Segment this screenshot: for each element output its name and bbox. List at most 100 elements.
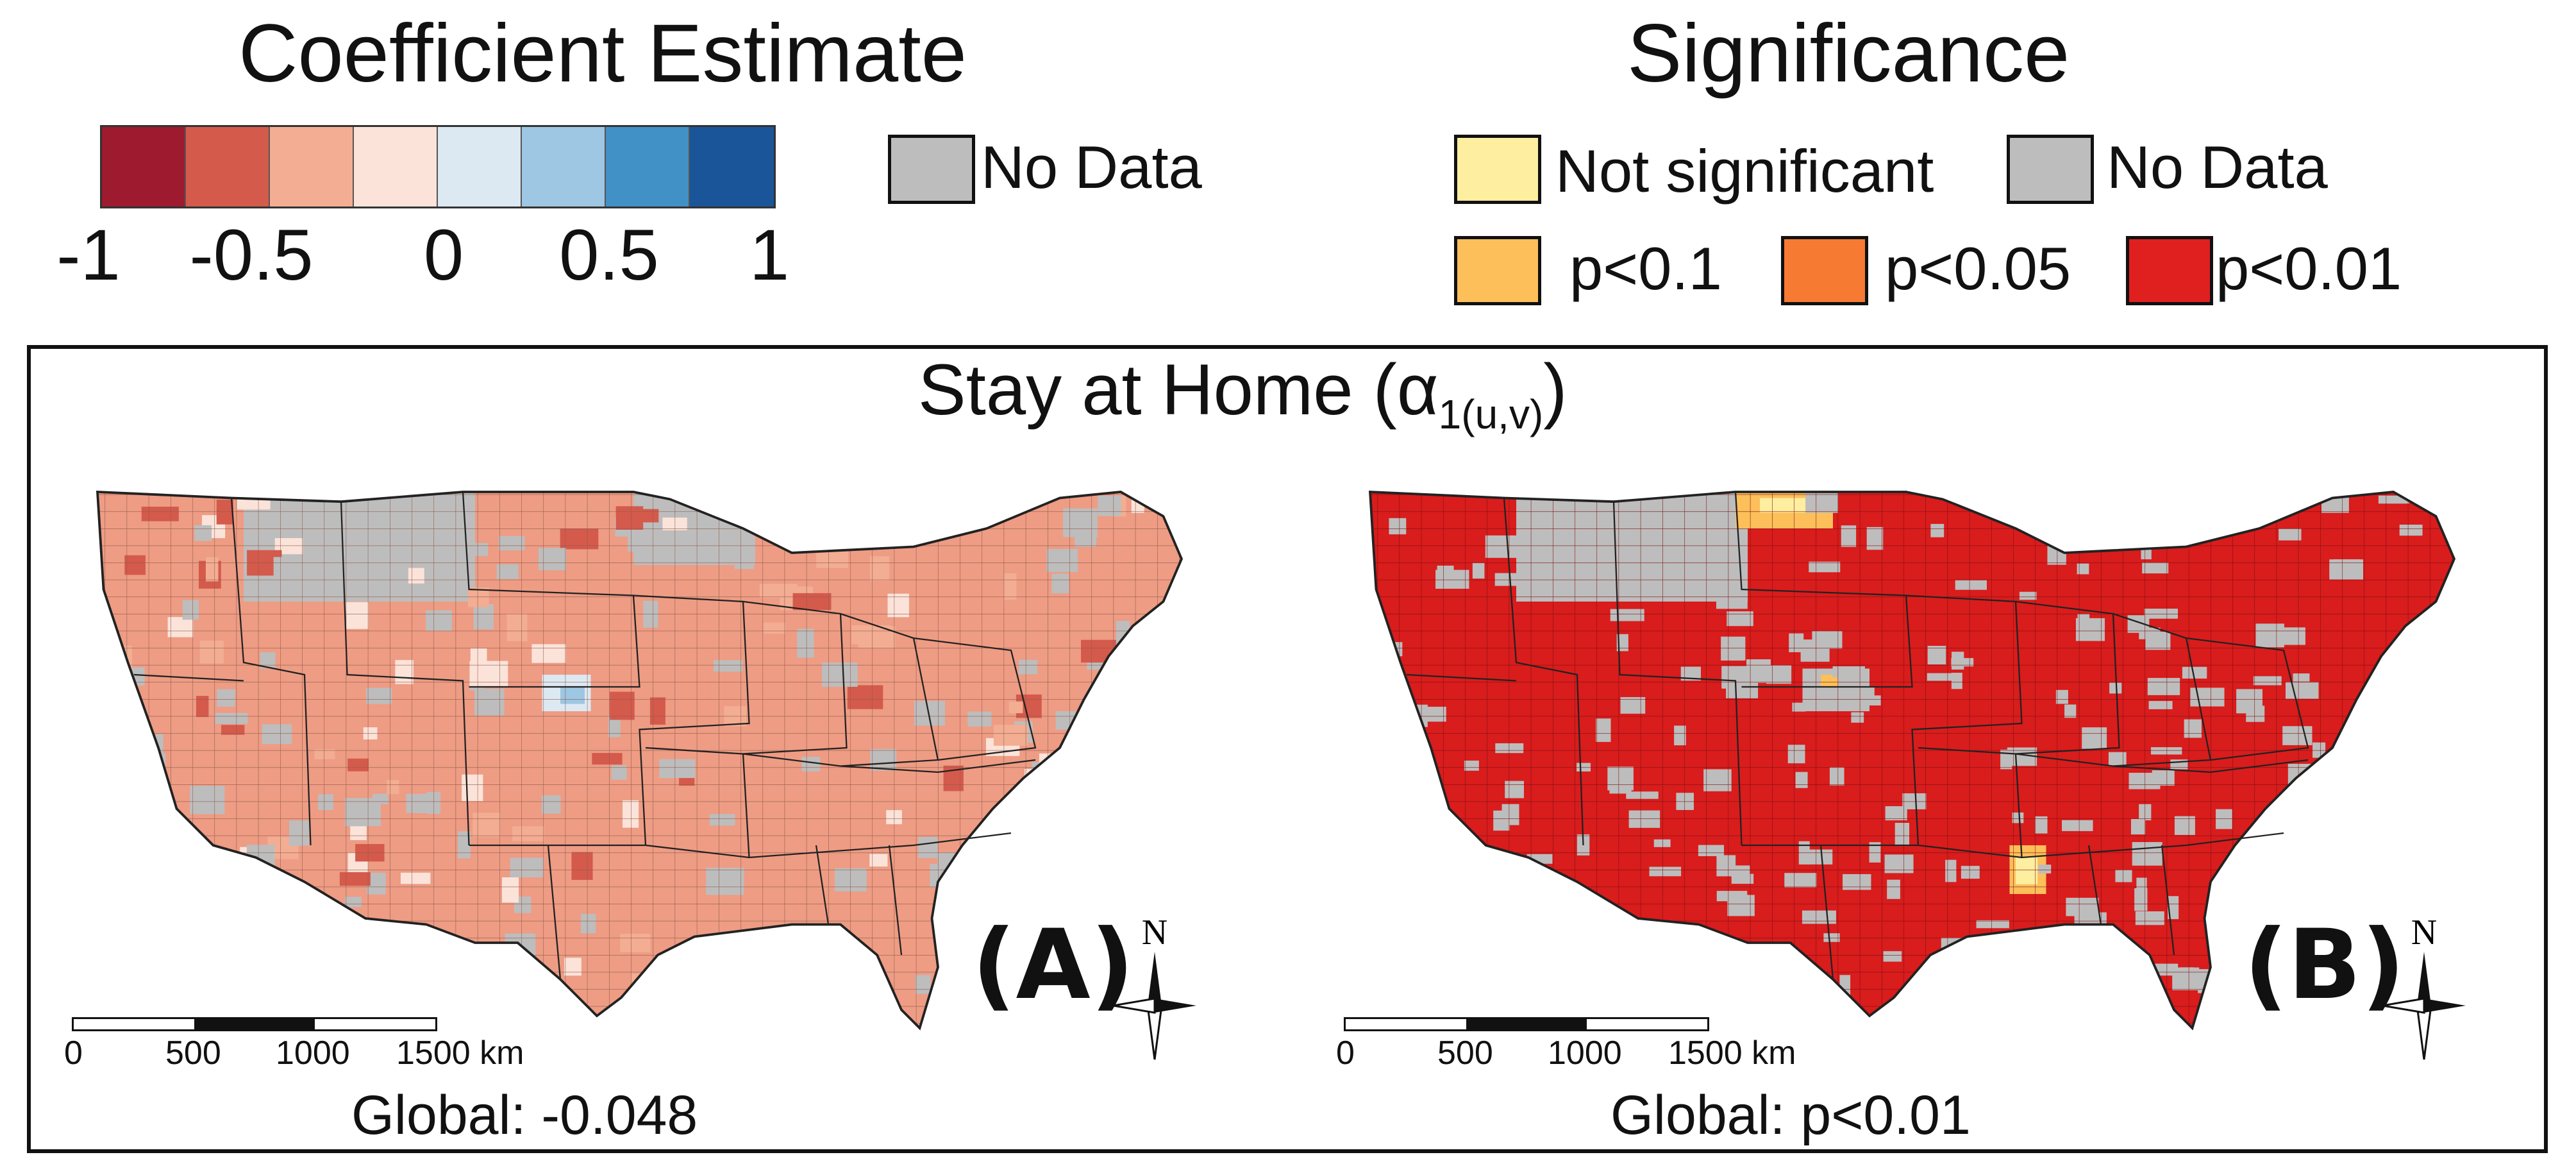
county-patch	[1045, 757, 1085, 780]
county-patch	[1453, 918, 1474, 932]
county-patch	[783, 528, 796, 550]
us-outline	[1368, 491, 2456, 1031]
county-patch	[1098, 881, 1135, 896]
county-patch	[1661, 929, 1693, 947]
p-0.1-swatch	[1454, 236, 1541, 305]
north-arrow-b: N	[2382, 913, 2466, 1063]
scale-bar-b	[1344, 1017, 1709, 1031]
figure-title-main: Stay at Home (α	[918, 350, 1439, 430]
scale-label: 1500 km	[1668, 1034, 1796, 1072]
county-patch	[2139, 493, 2167, 514]
county-patch	[1021, 819, 1043, 844]
county-patch	[964, 856, 995, 878]
significance-legend-title: Significance	[1627, 8, 2070, 99]
county-patch	[408, 955, 441, 967]
county-patch	[1553, 900, 1571, 918]
figure-title-end: )	[1543, 350, 1568, 430]
county-patch	[2393, 775, 2412, 788]
county-patch	[835, 960, 864, 977]
panel-a-global-caption: Global: -0.048	[351, 1084, 698, 1146]
no-data-label: No Data	[981, 133, 1202, 201]
county-patch	[724, 505, 753, 518]
county-patch	[1123, 714, 1159, 736]
figure-title: Stay at Home (α1(u,v))	[918, 354, 1568, 435]
map-frame	[27, 345, 2548, 1153]
ramp-swatch	[270, 127, 354, 207]
county-patch	[1485, 852, 1512, 861]
county-patch	[1961, 979, 1975, 1002]
county-patch	[157, 865, 183, 881]
ramp-swatch	[690, 127, 774, 207]
ramp-tick-label: -1	[56, 215, 121, 295]
county-patch	[2318, 836, 2339, 861]
county-patch	[2137, 957, 2150, 970]
county-patch	[2353, 784, 2369, 805]
sig-no-data-swatch	[2007, 135, 2094, 204]
county-patch	[2402, 797, 2423, 810]
north-letter: N	[2411, 916, 2437, 952]
county-patch	[2303, 881, 2316, 894]
ramp-tick-label: -0.5	[189, 215, 314, 295]
us-outline	[96, 491, 1183, 1031]
county-patch	[211, 872, 248, 890]
county-patch	[1110, 795, 1130, 810]
county-patch	[1415, 782, 1436, 791]
county-patch	[2327, 803, 2341, 822]
figure-title-subscript: 1(u,v)	[1438, 391, 1544, 437]
county-patch	[2083, 511, 2114, 524]
p-0.05-label: p<0.05	[1885, 235, 2071, 302]
map-panel-a	[96, 491, 1183, 1031]
county-patch	[1077, 882, 1101, 895]
county-patch	[1124, 700, 1162, 722]
scale-label: 1000	[1548, 1034, 1622, 1072]
state-borders	[133, 491, 1037, 980]
county-patch	[1405, 934, 1421, 955]
scale-bar-a	[72, 1017, 437, 1031]
county-patch	[171, 853, 196, 874]
county-patch	[1012, 843, 1026, 861]
ramp-swatch	[438, 127, 522, 207]
county-patch	[2295, 890, 2325, 911]
ramp-swatch	[102, 127, 186, 207]
no-data-swatch	[888, 135, 975, 204]
state-borders	[1406, 491, 2309, 980]
county-patch	[237, 878, 274, 894]
scale-label: 500	[1437, 1034, 1493, 1072]
county-patch	[1505, 924, 1522, 932]
ramp-tick-label: 1	[749, 215, 790, 295]
county-patch	[2366, 771, 2391, 789]
county-patch	[779, 495, 792, 509]
county-patch	[1505, 950, 1530, 966]
ramp-swatch	[186, 127, 270, 207]
county-patch	[2346, 884, 2375, 909]
north-arrow-icon: N	[2382, 913, 2466, 1060]
p-0.05-swatch	[1781, 236, 1868, 305]
county-patch	[1411, 881, 1421, 904]
not-significant-swatch	[1454, 135, 1541, 204]
county-patch	[1475, 850, 1499, 875]
county-patch	[2375, 886, 2400, 899]
county-patch	[2369, 819, 2395, 830]
county-patch	[2269, 879, 2295, 900]
county-patch	[258, 966, 273, 992]
county-patch	[415, 954, 444, 967]
panel-b-global-caption: Global: p<0.01	[1610, 1084, 1971, 1146]
map-panel-b	[1368, 491, 2456, 1031]
p-0.1-label: p<0.1	[1569, 235, 1722, 302]
county-patch	[1476, 895, 1490, 909]
ramp-swatch	[522, 127, 606, 207]
north-letter: N	[1142, 916, 1167, 952]
county-patch	[2054, 496, 2070, 506]
scale-label: 1500 km	[396, 1034, 524, 1072]
county-patch	[387, 960, 412, 974]
county-patch	[1479, 892, 1493, 901]
ramp-swatch	[606, 127, 690, 207]
scale-label: 0	[64, 1034, 83, 1072]
panel-a-label: (A)	[972, 909, 1135, 1021]
county-patch	[297, 901, 317, 925]
county-patch	[1014, 823, 1046, 851]
county-patch	[2219, 899, 2233, 908]
county-patch	[1423, 824, 1452, 838]
county-patch	[789, 940, 804, 954]
county-patch	[2152, 522, 2185, 538]
